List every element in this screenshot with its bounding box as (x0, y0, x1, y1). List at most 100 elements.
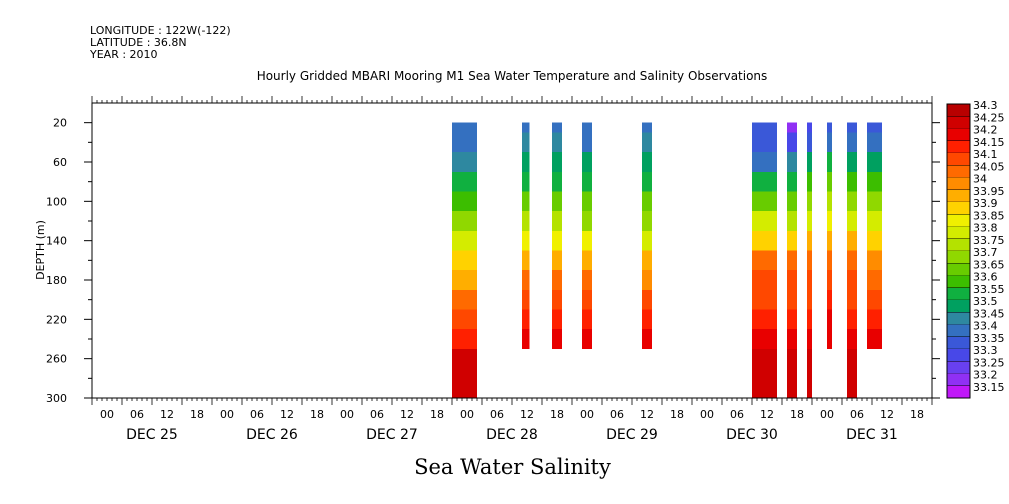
salinity-cell (867, 191, 882, 212)
salinity-cell (752, 329, 777, 349)
salinity-cell (847, 152, 857, 172)
salinity-cell (582, 132, 592, 153)
x-tick-label: 00 (700, 408, 714, 421)
salinity-cell (787, 191, 797, 212)
salinity-cell (452, 329, 477, 349)
colorbar-swatch (947, 116, 970, 129)
x-tick-label: 00 (580, 408, 594, 421)
salinity-cell (752, 122, 777, 133)
axes-layer: 20 60 100 140 180 220 260 300 DEPTH (m) 00 06 12 18 0… (34, 96, 940, 443)
salinity-cell (522, 191, 530, 212)
colorbar-label: 33.2 (973, 369, 998, 382)
salinity-cell (827, 309, 832, 330)
salinity-cell (787, 309, 797, 330)
salinity-cell (752, 309, 777, 330)
x-tick-label: 00 (220, 408, 234, 421)
y-tick-label: 20 (53, 117, 67, 130)
salinity-cell (867, 132, 882, 153)
salinity-cell (452, 348, 477, 369)
date-label: DEC 29 (606, 427, 658, 443)
x-tick-label: 06 (250, 408, 264, 421)
salinity-cell (522, 270, 530, 290)
colorbar-swatch (947, 263, 970, 276)
salinity-cell (552, 230, 562, 251)
salinity-cell (522, 211, 530, 231)
salinity-cell (552, 250, 562, 271)
x-tick-label: 00 (820, 408, 834, 421)
data-layer (452, 122, 882, 398)
colorbar-label: 33.85 (973, 209, 1005, 222)
date-label: DEC 27 (366, 427, 418, 443)
salinity-cell (752, 230, 777, 251)
y-tick-label: 140 (46, 235, 67, 248)
salinity-cell (867, 171, 882, 192)
x-tick-label: 18 (670, 408, 684, 421)
salinity-cell (847, 122, 857, 133)
x-tick-label: 06 (490, 408, 504, 421)
salinity-cell (452, 309, 477, 330)
salinity-cell (552, 152, 562, 172)
salinity-cell (452, 250, 477, 271)
salinity-cell (807, 122, 812, 133)
colorbar-label: 33.75 (973, 234, 1005, 247)
salinity-cell (807, 250, 812, 271)
salinity-cell (787, 132, 797, 153)
salinity-cell (847, 309, 857, 330)
salinity-cell (807, 191, 812, 212)
salinity-cell (847, 171, 857, 192)
date-label: DEC 28 (486, 427, 538, 443)
salinity-cell (847, 230, 857, 251)
salinity-cell (807, 289, 812, 310)
salinity-cell (452, 230, 477, 251)
colorbar-swatch (947, 165, 970, 178)
salinity-cell (642, 329, 652, 349)
salinity-cell (807, 309, 812, 330)
x-tick-label: 00 (100, 408, 114, 421)
colorbar-swatch (947, 251, 970, 264)
salinity-cell (452, 152, 477, 172)
salinity-cell (827, 191, 832, 212)
salinity-cell (522, 250, 530, 271)
salinity-cell (752, 211, 777, 231)
salinity-cell (642, 122, 652, 133)
colorbar-label: 33.65 (973, 258, 1005, 271)
x-tick-label: 06 (370, 408, 384, 421)
x-tick-label: 18 (550, 408, 564, 421)
salinity-cell (552, 329, 562, 349)
salinity-cell (642, 309, 652, 330)
salinity-cell (807, 152, 812, 172)
salinity-cell (847, 270, 857, 290)
x-tick-label: 00 (460, 408, 474, 421)
salinity-cell (452, 289, 477, 310)
salinity-cell (827, 132, 832, 153)
salinity-cell (867, 152, 882, 172)
salinity-cell (752, 270, 777, 290)
salinity-cell (752, 289, 777, 310)
colorbar-swatch (947, 324, 970, 338)
salinity-cell (582, 309, 592, 330)
salinity-cell (522, 289, 530, 310)
salinity-cell (787, 289, 797, 310)
salinity-cell (452, 368, 477, 389)
salinity-cell (787, 250, 797, 271)
salinity-cell (452, 171, 477, 192)
salinity-cell (787, 230, 797, 251)
salinity-cell (522, 309, 530, 330)
salinity-cell (582, 289, 592, 310)
colorbar-label: 34 (973, 173, 987, 186)
colorbar-label: 33.5 (973, 295, 998, 308)
colorbar-swatch (947, 373, 970, 387)
salinity-cell (867, 289, 882, 310)
salinity-cell (787, 270, 797, 290)
salinity-cell (582, 211, 592, 231)
salinity-cell (582, 191, 592, 212)
colorbar-label: 33.8 (973, 222, 998, 235)
salinity-cell (752, 171, 777, 192)
salinity-cell (642, 270, 652, 290)
y-axis-label: DEPTH (m) (34, 220, 47, 280)
colorbar-swatch (947, 153, 970, 166)
date-label: DEC 30 (726, 427, 778, 443)
salinity-cell (807, 329, 812, 349)
y-tick-label: 60 (53, 156, 67, 169)
colorbar-swatch (947, 336, 970, 350)
